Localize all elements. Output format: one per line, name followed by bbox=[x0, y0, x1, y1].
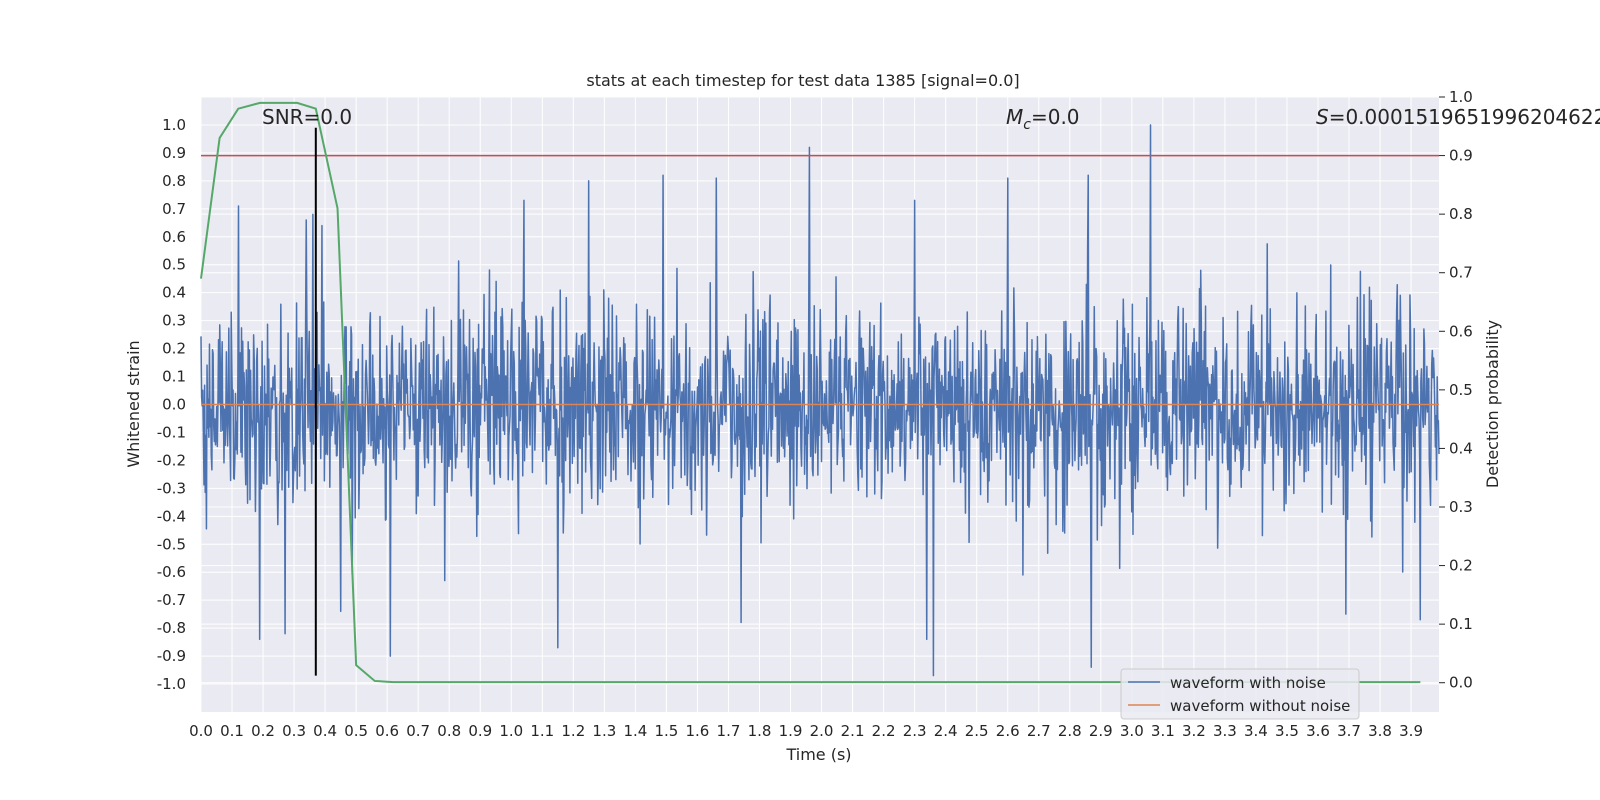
x-tick-label: 1.6 bbox=[686, 722, 710, 740]
x-tick-label: 2.2 bbox=[872, 722, 896, 740]
x-tick-label: 0.4 bbox=[313, 722, 337, 740]
x-tick-label: 1.0 bbox=[499, 722, 523, 740]
y-tick-label: -0.5 bbox=[157, 535, 186, 553]
x-tick-label: 3.8 bbox=[1368, 722, 1392, 740]
y-tick-label: 1.0 bbox=[162, 116, 186, 134]
x-tick-label: 3.4 bbox=[1244, 722, 1268, 740]
noisy-waveform-path bbox=[200, 124, 1440, 677]
legend: waveform with noise waveform without noi… bbox=[1120, 668, 1360, 720]
y-tick-label: -0.4 bbox=[157, 507, 186, 525]
x-tick-label: 0.0 bbox=[189, 722, 213, 740]
y-tick-label: 0.2 bbox=[162, 340, 186, 358]
x-tick-label: 1.9 bbox=[779, 722, 803, 740]
x-tick-label: 3.6 bbox=[1306, 722, 1330, 740]
chirp-mass-annotation: Mc=0.0 bbox=[1006, 105, 1080, 133]
x-tick-label: 2.9 bbox=[1089, 722, 1113, 740]
chirp-mass-value: =0.0 bbox=[1031, 105, 1080, 129]
x-tick-label: 1.2 bbox=[561, 722, 585, 740]
x-tick-label: 1.7 bbox=[717, 722, 741, 740]
y-tick-label: 0.5 bbox=[162, 256, 186, 274]
s-annotation: S=0.00015196519962046225 bbox=[1316, 105, 1600, 129]
chirp-mass-symbol: M bbox=[1006, 105, 1023, 129]
y2-tick-label: 0.6 bbox=[1449, 322, 1473, 340]
y-tick-label: -0.8 bbox=[157, 619, 186, 637]
chart-title: stats at each timestep for test data 138… bbox=[586, 71, 1019, 90]
y-tick-label: -0.1 bbox=[157, 423, 186, 441]
y2-tick-label: 0.3 bbox=[1449, 498, 1473, 516]
x-tick-label: 2.6 bbox=[996, 722, 1020, 740]
x-tick-label: 0.2 bbox=[251, 722, 275, 740]
y-tick-label: 0.6 bbox=[162, 228, 186, 246]
x-tick-label: 3.3 bbox=[1213, 722, 1237, 740]
x-tick-label: 1.8 bbox=[748, 722, 772, 740]
x-tick-label: 2.0 bbox=[810, 722, 834, 740]
x-axis-ticks: 0.0 0.1 0.2 0.3 0.4 0.5 0.6 0.7 0.8 0.9 1.0 1.1 1.2 1… bbox=[189, 722, 1423, 740]
y-tick-label: -0.3 bbox=[157, 479, 186, 497]
y2-tick-label: 0.2 bbox=[1449, 557, 1473, 575]
y2-tick-label: 0.7 bbox=[1449, 264, 1473, 282]
x-tick-label: 3.5 bbox=[1275, 722, 1299, 740]
y-tick-label: 0.3 bbox=[162, 312, 186, 330]
x-tick-label: 2.1 bbox=[841, 722, 865, 740]
legend-label-waveform-without-noise: waveform without noise bbox=[1170, 697, 1350, 715]
y2-tick-label: 0.4 bbox=[1449, 439, 1473, 457]
x-tick-label: 0.5 bbox=[344, 722, 368, 740]
x-tick-label: 3.2 bbox=[1182, 722, 1206, 740]
x-tick-label: 2.8 bbox=[1058, 722, 1082, 740]
y-tick-label: 0.1 bbox=[162, 368, 186, 386]
y2-tick-label: 0.0 bbox=[1449, 674, 1473, 692]
x-tick-label: 1.5 bbox=[654, 722, 678, 740]
x-tick-label: 0.3 bbox=[282, 722, 306, 740]
x-tick-label: 0.1 bbox=[220, 722, 244, 740]
x-tick-label: 1.1 bbox=[530, 722, 554, 740]
y-axis-label: Whitened strain bbox=[124, 340, 143, 467]
x-tick-label: 0.7 bbox=[406, 722, 430, 740]
x-tick-label: 0.6 bbox=[375, 722, 399, 740]
y-tick-label: -0.2 bbox=[157, 451, 186, 469]
y-tick-label: -0.7 bbox=[157, 591, 186, 609]
s-value: =0.00015196519962046225 bbox=[1329, 105, 1600, 129]
x-tick-label: 2.3 bbox=[903, 722, 927, 740]
legend-label-waveform-with-noise: waveform with noise bbox=[1170, 674, 1326, 692]
legend-box bbox=[1120, 668, 1360, 720]
y2-tick-label: 0.1 bbox=[1449, 615, 1473, 633]
x-tick-label: 2.7 bbox=[1027, 722, 1051, 740]
y2-axis-label: Detection probability bbox=[1483, 320, 1502, 488]
y2-tick-label: 0.9 bbox=[1449, 147, 1473, 165]
y2-axis-ticks: 1.0 0.9 0.8 0.7 0.6 0.5 0.4 0.3 0.2 0.1 0.0 bbox=[1439, 88, 1473, 692]
y-tick-label: -1.0 bbox=[157, 675, 186, 693]
plot-area bbox=[200, 96, 1440, 712]
y2-tick-label: 1.0 bbox=[1449, 88, 1473, 106]
x-tick-label: 2.5 bbox=[965, 722, 989, 740]
y2-tick-label: 0.8 bbox=[1449, 205, 1473, 223]
y-tick-label: 0.8 bbox=[162, 172, 186, 190]
x-tick-label: 1.4 bbox=[623, 722, 647, 740]
y-tick-label: -0.9 bbox=[157, 647, 186, 665]
y-tick-label: -0.6 bbox=[157, 563, 186, 581]
x-tick-label: 1.3 bbox=[592, 722, 616, 740]
x-tick-label: 0.8 bbox=[437, 722, 461, 740]
y-tick-label: 0.4 bbox=[162, 284, 186, 302]
x-tick-label: 3.1 bbox=[1151, 722, 1175, 740]
x-tick-label: 3.0 bbox=[1120, 722, 1144, 740]
series-detection-probability bbox=[200, 101, 1421, 684]
y-axis-ticks: 1.0 0.9 0.8 0.7 0.6 0.5 0.4 0.3 0.2 0.1 0.0 -0.1 -0.… bbox=[157, 116, 186, 693]
chirp-mass-subscript: c bbox=[1023, 117, 1031, 133]
y-tick-label: 0.9 bbox=[162, 144, 186, 162]
x-tick-label: 2.4 bbox=[934, 722, 958, 740]
snr-annotation: SNR=0.0 bbox=[262, 105, 352, 129]
x-tick-label: 3.9 bbox=[1399, 722, 1423, 740]
y-tick-label: 0.7 bbox=[162, 200, 186, 218]
y-tick-label: 0.0 bbox=[162, 396, 186, 414]
y2-tick-label: 0.5 bbox=[1449, 381, 1473, 399]
x-tick-label: 0.9 bbox=[468, 722, 492, 740]
x-axis-label: Time (s) bbox=[785, 745, 851, 764]
s-symbol: S bbox=[1316, 105, 1329, 129]
series-waveform-with-noise bbox=[200, 124, 1440, 677]
x-tick-label: 3.7 bbox=[1337, 722, 1361, 740]
